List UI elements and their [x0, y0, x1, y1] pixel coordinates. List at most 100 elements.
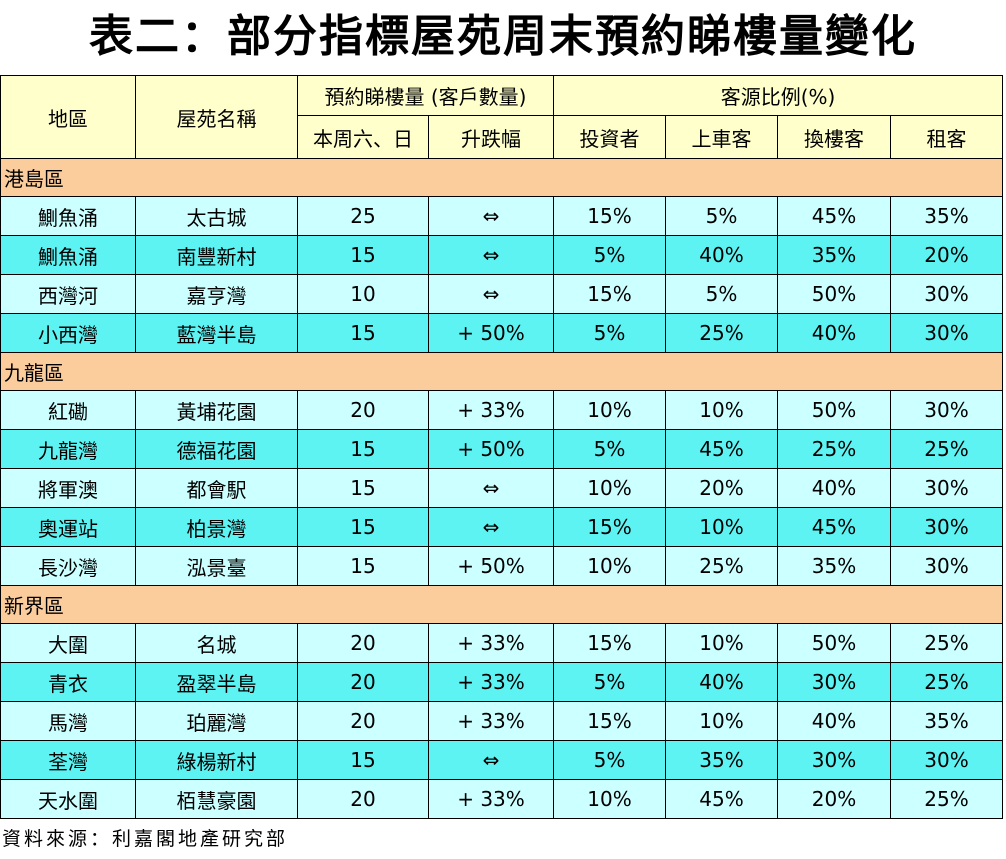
cell: ⇔: [428, 274, 554, 314]
cell: 紅磡: [0, 390, 136, 430]
cell: 20%: [665, 468, 778, 508]
header-cell: 上車客: [665, 115, 778, 159]
section-name: 港島區: [0, 158, 1004, 197]
cell: ⇔: [428, 235, 554, 275]
data-row: 鰂魚涌 南豐新村 15 ⇔ 5% 40% 35% 20%: [0, 235, 1004, 275]
header-cell: 租客: [889, 115, 1004, 159]
cell: 10%: [665, 507, 778, 547]
section-row: 新界區: [0, 585, 1004, 624]
cell: 25%: [665, 546, 778, 586]
header-cell: 客源比例(%): [552, 75, 1004, 116]
cell: 30%: [889, 274, 1004, 314]
cell: 40%: [777, 313, 891, 353]
cell: 10%: [665, 390, 778, 430]
cell: 35%: [777, 235, 891, 275]
cell: 30%: [889, 468, 1004, 508]
cell: 50%: [777, 390, 891, 430]
cell: ⇔: [428, 196, 554, 236]
data-row: 小西灣 藍灣半島 15 + 50% 5% 25% 40% 30%: [0, 313, 1004, 353]
cell: 30%: [889, 507, 1004, 547]
cell: 45%: [777, 507, 891, 547]
cell: 25: [297, 196, 429, 236]
cell: 15: [297, 235, 429, 275]
cell: + 50%: [428, 313, 554, 353]
cell: 德福花園: [135, 429, 298, 469]
cell: 35%: [889, 701, 1004, 741]
cell: 盈翠半島: [135, 662, 298, 702]
data-row: 荃灣 綠楊新村 15 ⇔ 5% 35% 30% 30%: [0, 740, 1004, 780]
title: 表二：部分指標屋苑周末預約睇樓量變化: [89, 11, 917, 62]
cell: 15: [297, 507, 429, 547]
cell: 綠楊新村: [135, 740, 298, 780]
cell: 50%: [777, 274, 891, 314]
cell: 30%: [889, 390, 1004, 430]
cell: 35%: [665, 740, 778, 780]
data-row: 大圍 名城 20 + 33% 15% 10% 50% 25%: [0, 623, 1004, 663]
data-row: 西灣河 嘉亨灣 10 ⇔ 15% 5% 50% 30%: [0, 274, 1004, 314]
header-cell: 投資者: [553, 115, 666, 159]
data-row: 九龍灣 德福花園 15 + 50% 5% 45% 25% 25%: [0, 429, 1004, 469]
cell: 50%: [777, 623, 891, 663]
cell: 15: [297, 468, 429, 508]
cell: + 33%: [428, 623, 554, 663]
cell: 20: [297, 662, 429, 702]
cell: 奧運站: [0, 507, 136, 547]
header-cell: 屋苑名稱: [135, 75, 298, 159]
cell: 30%: [889, 313, 1004, 353]
cell: 25%: [889, 779, 1004, 819]
cell: 5%: [665, 274, 778, 314]
cell: 15%: [553, 507, 666, 547]
cell: + 50%: [428, 546, 554, 586]
cell: 天水圍: [0, 779, 136, 819]
cell: 5%: [553, 429, 666, 469]
cell: 5%: [665, 196, 778, 236]
cell: 西灣河: [0, 274, 136, 314]
data-row: 馬灣 珀麗灣 20 + 33% 15% 10% 40% 35%: [0, 701, 1004, 741]
data-row: 長沙灣 泓景臺 15 + 50% 10% 25% 35% 30%: [0, 546, 1004, 586]
cell: + 33%: [428, 390, 554, 430]
section-name: 九龍區: [0, 352, 1004, 391]
cell: 小西灣: [0, 313, 136, 353]
cell: + 50%: [428, 429, 554, 469]
section-row: 港島區: [0, 158, 1004, 197]
cell: 20: [297, 779, 429, 819]
cell: 25%: [889, 429, 1004, 469]
cell: 黃埔花園: [135, 390, 298, 430]
cell: 40%: [777, 468, 891, 508]
section-name: 新界區: [0, 585, 1004, 624]
cell: ⇔: [428, 507, 554, 547]
cell: 10%: [665, 623, 778, 663]
cell: ⇔: [428, 740, 554, 780]
cell: 5%: [553, 313, 666, 353]
cell: 30%: [777, 662, 891, 702]
cell: 30%: [889, 740, 1004, 780]
cell: 30%: [777, 740, 891, 780]
header-cell: 換樓客: [777, 115, 891, 159]
cell: 5%: [553, 662, 666, 702]
cell: 南豐新村: [135, 235, 298, 275]
cell: 10: [297, 274, 429, 314]
cell: 5%: [553, 235, 666, 275]
cell: 35%: [889, 196, 1004, 236]
cell: ⇔: [428, 468, 554, 508]
cell: 柏景灣: [135, 507, 298, 547]
cell: 10%: [553, 390, 666, 430]
cell: 20%: [777, 779, 891, 819]
cell: 40%: [777, 701, 891, 741]
cell: 10%: [553, 779, 666, 819]
cell: 15: [297, 546, 429, 586]
cell: 15%: [553, 196, 666, 236]
data-row: 青衣 盈翠半島 20 + 33% 5% 40% 30% 25%: [0, 662, 1004, 702]
cell: 15%: [553, 623, 666, 663]
cell: 藍灣半島: [135, 313, 298, 353]
header-cell: 本周六、日: [297, 115, 429, 159]
cell: 大圍: [0, 623, 136, 663]
data-row: 紅磡 黃埔花園 20 + 33% 10% 10% 50% 30%: [0, 390, 1004, 430]
data-row: 鰂魚涌 太古城 25 ⇔ 15% 5% 45% 35%: [0, 196, 1004, 236]
data-row: 天水圍 栢慧豪園 20 + 33% 10% 45% 20% 25%: [0, 779, 1004, 819]
cell: 25%: [665, 313, 778, 353]
cell: 15: [297, 740, 429, 780]
cell: 荃灣: [0, 740, 136, 780]
cell: 45%: [665, 429, 778, 469]
